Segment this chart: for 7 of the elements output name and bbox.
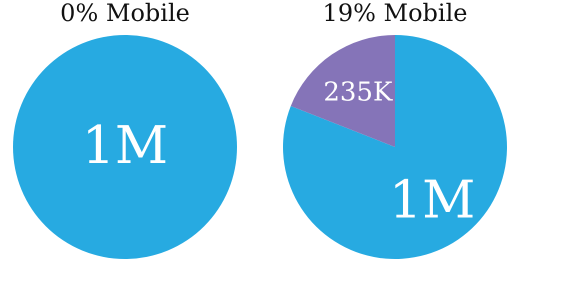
pie-slice <box>283 35 507 259</box>
data-label: 1M <box>388 170 476 231</box>
chart-title: 19% Mobile <box>322 0 468 27</box>
pie-slice <box>290 35 395 147</box>
data-label: 235K <box>323 77 393 108</box>
chart-title: 0% Mobile <box>60 0 190 27</box>
data-label: 1M <box>82 116 168 176</box>
